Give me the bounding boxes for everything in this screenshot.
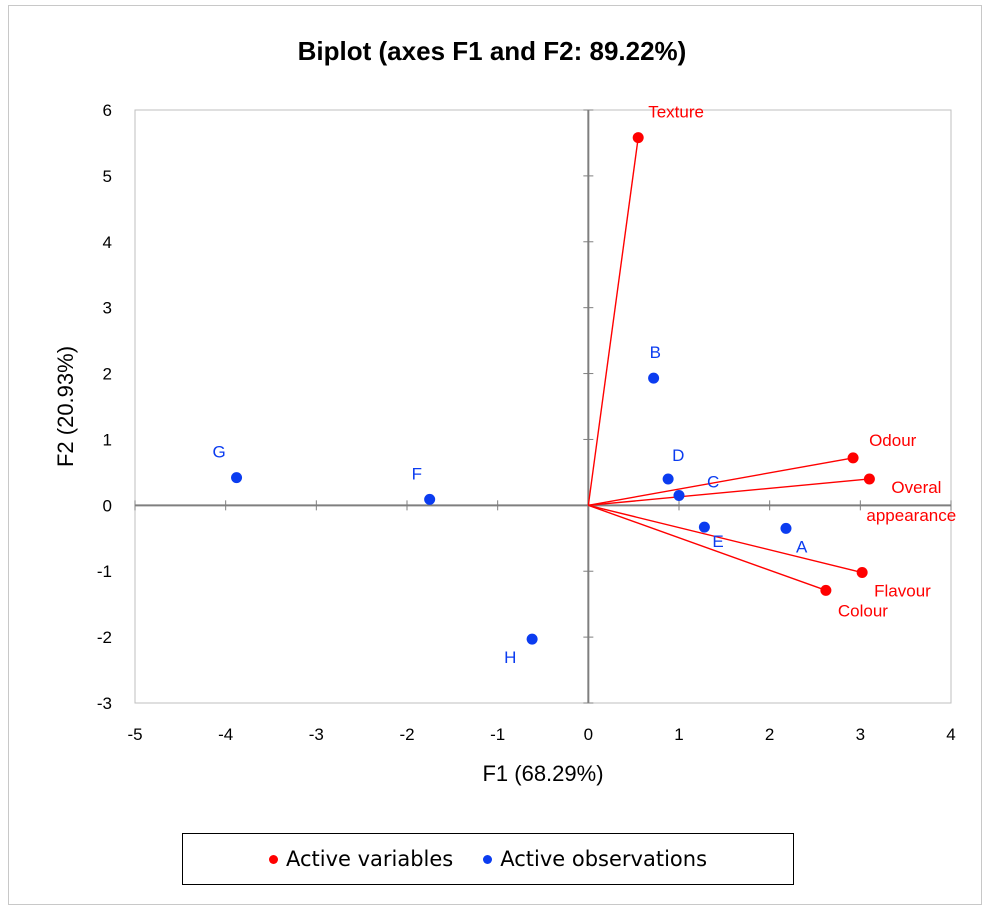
x-tick-label: 4 bbox=[946, 725, 955, 744]
variable-vector bbox=[588, 504, 827, 591]
biplot-svg: -5 -4 -3 -2 -1 0 1 2 3 4 -3 -2 -1 0 1 2 3 4 5 6 F1 (68.29%) F… bbox=[53, 101, 956, 786]
x-tick-label: -5 bbox=[127, 725, 142, 744]
y-tick-label: 5 bbox=[103, 167, 112, 186]
observation-label: H bbox=[504, 648, 516, 667]
legend: Active variables Active observations bbox=[182, 833, 794, 885]
x-tick-label: -1 bbox=[490, 725, 505, 744]
x-axis-title: F1 (68.29%) bbox=[482, 761, 603, 786]
y-tick-label: -2 bbox=[97, 628, 112, 647]
legend-observations-label: Active observations bbox=[500, 847, 708, 871]
x-tick-label: 0 bbox=[584, 725, 593, 744]
variable-point bbox=[632, 132, 644, 144]
y-tick-label: 4 bbox=[103, 233, 112, 252]
variable-point bbox=[847, 452, 859, 464]
chart-frame bbox=[8, 5, 982, 905]
variable-vector bbox=[588, 478, 870, 507]
observation-point bbox=[648, 372, 660, 384]
y-tick-label: -1 bbox=[97, 562, 112, 581]
variable-vector bbox=[588, 504, 863, 574]
x-tick-label: -2 bbox=[399, 725, 414, 744]
y-tick-label: -3 bbox=[97, 694, 112, 713]
y-tick-label: 3 bbox=[103, 299, 112, 318]
x-tick-label: 2 bbox=[765, 725, 774, 744]
variable-point bbox=[856, 567, 868, 579]
y-tick-label: 6 bbox=[103, 101, 112, 120]
variable-label: appearance bbox=[866, 506, 956, 525]
legend-observations-dot-icon bbox=[483, 854, 493, 864]
variable-label: Flavour bbox=[874, 582, 931, 601]
observation-label: A bbox=[796, 537, 808, 556]
legend-item-variables: Active variables bbox=[268, 847, 454, 871]
observation-label: D bbox=[672, 446, 684, 465]
variable-label: Overal bbox=[891, 478, 941, 497]
variable-vector bbox=[588, 457, 854, 507]
y-tick-label: 1 bbox=[103, 430, 112, 449]
x-tick-label: -3 bbox=[309, 725, 324, 744]
x-tick-label: -4 bbox=[218, 725, 233, 744]
y-tick-label: 2 bbox=[103, 365, 112, 384]
variable-vector bbox=[587, 137, 639, 506]
legend-variables-dot-icon bbox=[268, 854, 278, 864]
legend-item-observations: Active observations bbox=[483, 847, 707, 871]
observation-point bbox=[780, 522, 792, 534]
variable-point bbox=[863, 473, 875, 485]
observation-label: E bbox=[712, 532, 723, 551]
x-tick-label: 3 bbox=[856, 725, 865, 744]
observation-point bbox=[698, 521, 710, 533]
variable-label: Colour bbox=[838, 601, 888, 620]
y-axis-title: F2 (20.93%) bbox=[53, 346, 78, 467]
x-tick-label: 1 bbox=[674, 725, 683, 744]
y-tick-label: 0 bbox=[103, 496, 112, 515]
observation-label: B bbox=[650, 343, 661, 362]
plot-area bbox=[134, 109, 952, 704]
observation-point bbox=[526, 633, 538, 645]
observation-point bbox=[424, 493, 436, 505]
variable-label: Odour bbox=[869, 431, 917, 450]
observation-label: G bbox=[213, 443, 226, 462]
observation-point bbox=[673, 489, 685, 501]
observation-point bbox=[662, 473, 674, 485]
chart-title: Biplot (axes F1 and F2: 89.22%) bbox=[297, 36, 687, 66]
observation-label: C bbox=[707, 472, 719, 491]
variable-label: Texture bbox=[648, 103, 704, 122]
observation-label: F bbox=[412, 464, 422, 483]
observation-point bbox=[231, 472, 243, 484]
legend-variables-label: Active variables bbox=[285, 847, 454, 871]
variable-point bbox=[820, 584, 832, 596]
